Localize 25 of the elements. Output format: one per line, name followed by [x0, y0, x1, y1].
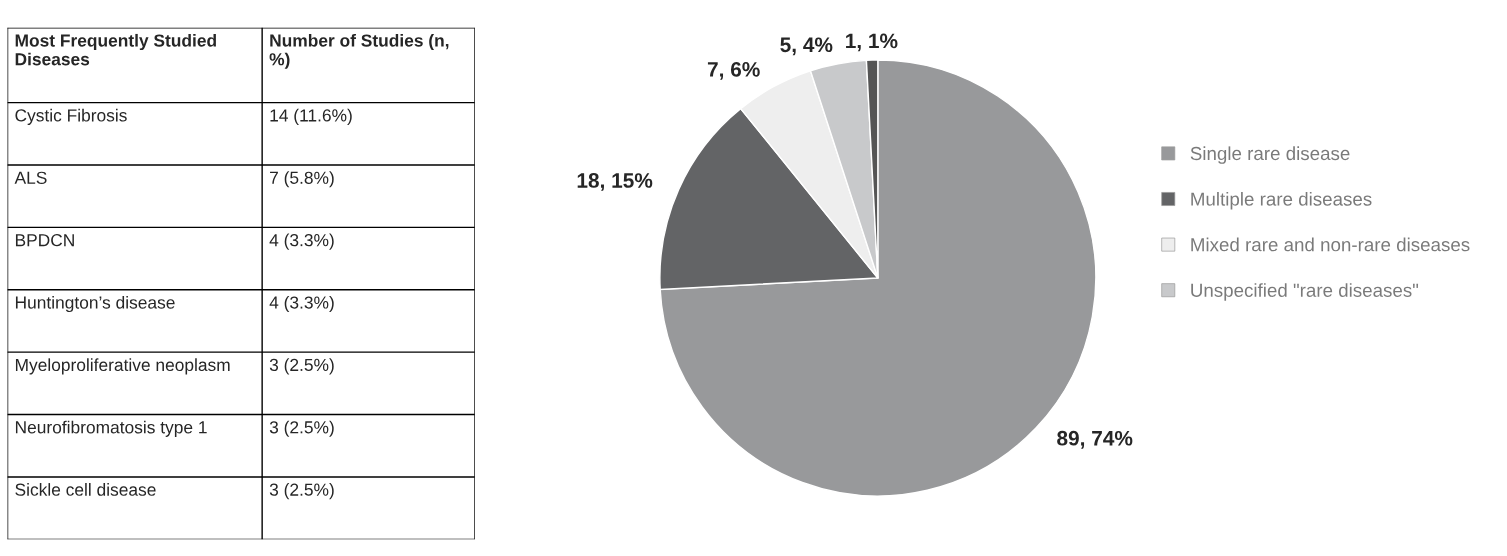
text: Cystic Fibrosis — [15, 108, 127, 125]
data-label: 7, 6% — [707, 61, 760, 80]
data-label: 1, 1% — [846, 33, 898, 52]
text: Myeloproliferative neoplasm — [15, 358, 230, 375]
text: Most Frequently Studied Diseases — [15, 33, 216, 66]
text: Huntington’s disease — [15, 295, 175, 313]
data-label: 89, 74% — [1057, 430, 1133, 449]
legend-label: Single rare disease — [1190, 146, 1350, 164]
data-label: 5, 4% — [780, 37, 833, 56]
text: ALS — [14, 171, 47, 184]
text: 4 (3.3%) — [269, 295, 334, 313]
text: 3 (2.5%) — [269, 483, 334, 500]
text: BPDCN — [15, 234, 74, 247]
text: 4 (3.3%) — [269, 233, 334, 250]
text: 3 (2.5%) — [269, 358, 334, 375]
data-label: 18, 15% — [577, 173, 653, 191]
text: Sickle cell disease — [15, 483, 156, 496]
text: Number of Studies (n, %) — [269, 33, 449, 69]
text: 14 (11.6%) — [270, 108, 352, 125]
text: 3 (2.5%) — [269, 420, 334, 437]
text: 7 (5.8%) — [270, 171, 334, 188]
text: Neurofibromatosis type 1 — [15, 420, 207, 437]
legend-label: Unspecified "rare diseases" — [1191, 283, 1419, 301]
legend-label: Mixed rare and non-rare diseases — [1191, 237, 1470, 252]
legend-label: Multiple rare diseases — [1191, 191, 1372, 210]
